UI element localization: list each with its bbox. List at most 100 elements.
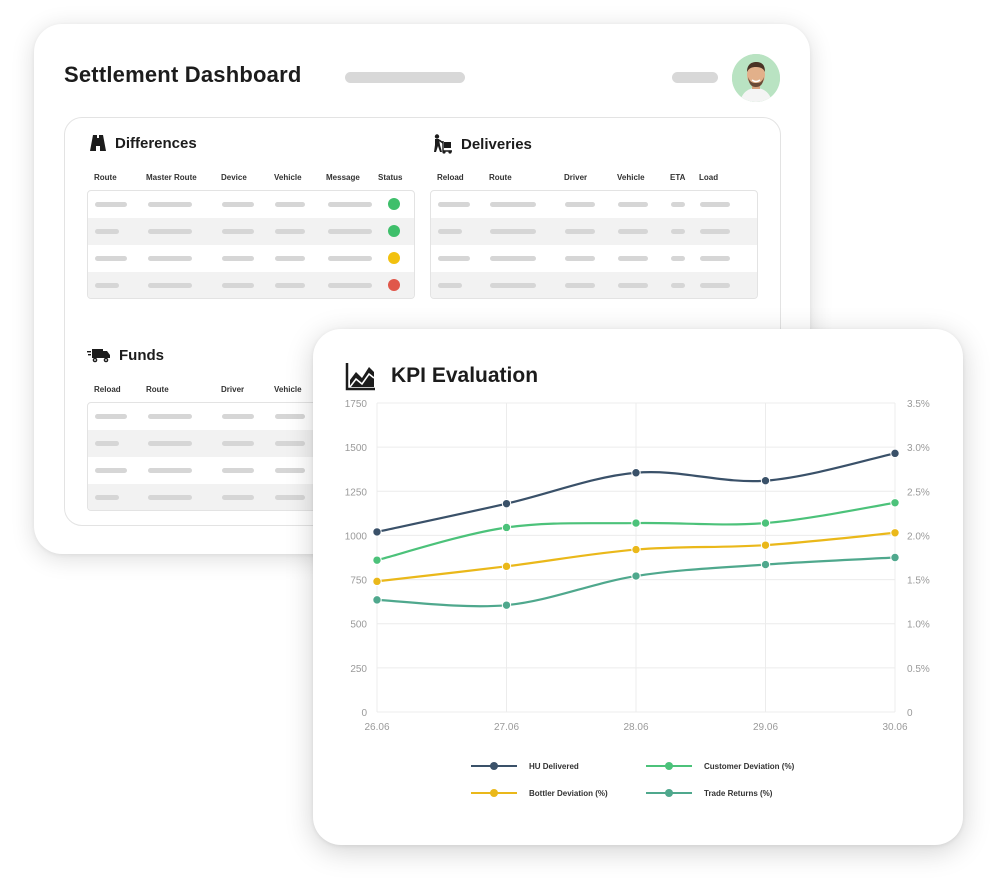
data-point [890, 552, 900, 563]
table-row[interactable] [431, 191, 757, 218]
y-right-tick-label: 2.0% [907, 531, 930, 542]
legend-item[interactable]: Customer Deviation (%) [646, 761, 794, 771]
table-row[interactable] [431, 245, 757, 272]
legend-label: Trade Returns (%) [704, 788, 773, 798]
y-left-tick-label: 750 [350, 576, 367, 587]
differences-header: Differences [89, 134, 197, 152]
data-point [631, 468, 641, 478]
kpi-header: KPI Evaluation [345, 361, 538, 391]
data-point [760, 540, 771, 550]
status-dot [388, 279, 400, 291]
column-header: Message [326, 173, 360, 182]
page-title: Settlement Dashboard [64, 62, 302, 87]
data-point [760, 518, 771, 528]
y-right-tick-label: 3.5% [907, 399, 930, 410]
y-right-tick-label: 3.0% [907, 443, 930, 454]
data-point [501, 600, 512, 610]
data-point [890, 528, 900, 538]
column-header: Vehicle [274, 385, 302, 394]
area-chart-icon [345, 363, 375, 391]
table-row[interactable] [88, 272, 414, 298]
data-point [372, 595, 382, 605]
road-icon [90, 135, 106, 151]
legend-swatch-icon [471, 789, 517, 797]
column-header: Route [94, 173, 117, 182]
table-row[interactable] [431, 218, 757, 245]
x-tick-label: 27.06 [494, 722, 519, 733]
data-point [501, 561, 512, 572]
y-right-tick-label: 1.5% [907, 576, 930, 587]
user-avatar-icon [732, 54, 780, 102]
table-row[interactable] [88, 457, 414, 484]
data-point [631, 571, 641, 581]
placeholder-bar [345, 72, 465, 83]
y-left-tick-label: 1250 [345, 487, 368, 498]
deliveries-table [430, 190, 758, 299]
data-point [372, 527, 382, 537]
status-dot [388, 198, 400, 210]
table-row[interactable] [88, 218, 414, 245]
column-header: Driver [564, 173, 588, 182]
y-left-tick-label: 1000 [345, 531, 368, 542]
data-point [631, 518, 641, 528]
legend-label: Bottler Deviation (%) [529, 788, 608, 798]
placeholder-bar [672, 72, 718, 83]
data-point [760, 475, 771, 486]
legend-swatch-icon [646, 789, 692, 797]
column-header: Vehicle [274, 173, 302, 182]
differences-title: Differences [115, 134, 197, 152]
data-point [760, 559, 771, 570]
column-header: Driver [221, 385, 245, 394]
funds-title: Funds [119, 346, 164, 364]
y-left-tick-label: 1500 [345, 443, 368, 454]
y-right-tick-label: 1.0% [907, 620, 930, 631]
y-left-tick-label: 500 [350, 620, 367, 631]
y-right-tick-label: 0 [907, 708, 913, 719]
legend-swatch-icon [471, 762, 517, 770]
legend-item[interactable]: HU Delivered [471, 761, 579, 771]
column-header: Status [378, 173, 403, 182]
column-header: Master Route [146, 173, 197, 182]
column-header: Load [699, 173, 719, 182]
table-row[interactable] [431, 272, 757, 298]
table-row[interactable] [88, 191, 414, 218]
status-dot [388, 225, 400, 237]
kpi-title: KPI Evaluation [391, 364, 539, 387]
status-dot [388, 252, 400, 264]
legend-item[interactable]: Trade Returns (%) [646, 788, 772, 798]
x-tick-label: 26.06 [364, 722, 389, 733]
kpi-evaluation-card: KPI Evaluation 0 0 250 0.5% 500 1.0% 750 1.5% 10… [313, 329, 963, 845]
y-right-tick-label: 2.5% [907, 487, 930, 498]
x-tick-label: 29.06 [753, 722, 778, 733]
deliveries-header: Deliveries [431, 134, 532, 154]
data-point [890, 448, 900, 459]
column-header: Route [146, 385, 169, 394]
legend-swatch-icon [646, 762, 692, 770]
y-right-tick-label: 0.5% [907, 664, 930, 675]
truck-icon [87, 349, 110, 363]
y-left-tick-label: 1750 [345, 399, 368, 410]
differences-table [87, 190, 415, 299]
column-header: Reload [94, 385, 121, 394]
data-point [372, 576, 382, 587]
deliveries-title: Deliveries [461, 135, 532, 153]
column-header: Reload [437, 173, 464, 182]
table-row[interactable] [88, 245, 414, 272]
data-point [501, 498, 512, 509]
data-point [501, 522, 512, 533]
x-tick-label: 30.06 [882, 722, 907, 733]
column-header: ETA [670, 173, 686, 182]
kpi-line-chart: 0 0 250 0.5% 500 1.0% 750 1.5% 1000 2.0% 1250 2.5% 1… [345, 399, 930, 733]
legend-item[interactable]: Bottler Deviation (%) [471, 788, 608, 798]
avatar[interactable] [732, 54, 780, 102]
data-point [890, 498, 900, 508]
data-point [372, 555, 382, 565]
dolly-worker-icon [434, 134, 452, 154]
funds-header: Funds [87, 346, 164, 364]
legend-label: HU Delivered [529, 761, 579, 771]
legend-label: Customer Deviation (%) [704, 761, 795, 771]
y-left-tick-label: 0 [361, 708, 367, 719]
y-left-tick-label: 250 [350, 664, 367, 675]
table-row[interactable] [88, 403, 414, 430]
column-header: Vehicle [617, 173, 645, 182]
